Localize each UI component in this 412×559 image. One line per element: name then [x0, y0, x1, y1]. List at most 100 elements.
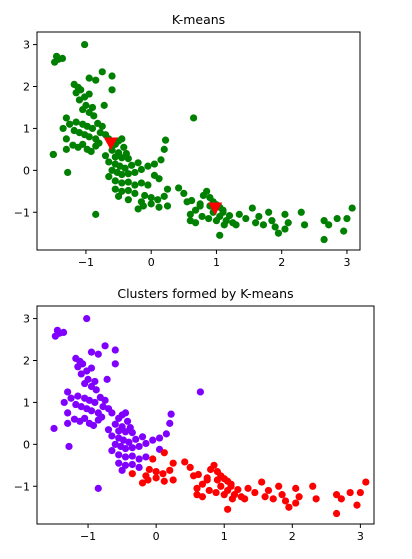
data-point	[64, 168, 72, 177]
x-tick-label: 3	[343, 256, 350, 269]
y-tick-label: −1	[14, 480, 30, 493]
data-point	[135, 442, 143, 451]
data-point	[196, 200, 204, 208]
data-point	[155, 203, 163, 211]
data-point	[64, 419, 72, 427]
data-point	[120, 143, 128, 151]
data-point	[104, 426, 113, 434]
data-point	[174, 184, 183, 192]
data-point	[128, 429, 136, 437]
data-point	[79, 140, 87, 148]
data-point	[91, 377, 99, 386]
data-point	[64, 388, 72, 396]
data-point	[111, 153, 119, 161]
data-point	[85, 74, 93, 82]
data-point	[227, 480, 235, 488]
data-point	[94, 484, 102, 492]
data-point	[91, 398, 99, 407]
data-point	[100, 101, 108, 109]
data-point	[160, 192, 168, 200]
data-point	[70, 415, 79, 423]
y-tick-label: 2	[23, 355, 30, 368]
data-point	[264, 486, 273, 495]
data-point	[193, 491, 201, 499]
data-point	[124, 196, 132, 204]
data-point	[121, 428, 130, 436]
data-point	[198, 493, 207, 501]
data-point	[169, 459, 177, 467]
data-point	[118, 154, 126, 162]
data-point	[81, 414, 89, 422]
data-point	[217, 482, 225, 490]
data-point	[59, 124, 67, 133]
data-point	[67, 394, 75, 402]
chart-title: K-means	[172, 12, 225, 27]
data-point	[121, 444, 130, 453]
data-point	[320, 217, 328, 225]
data-point	[244, 484, 252, 492]
data-point	[194, 470, 202, 479]
data-point	[115, 451, 123, 459]
data-point	[163, 185, 172, 193]
data-point	[193, 484, 201, 492]
data-point	[119, 436, 128, 444]
data-point	[101, 342, 109, 350]
data-point	[212, 488, 220, 497]
data-point	[50, 424, 58, 433]
data-point	[138, 479, 147, 487]
data-point	[224, 505, 232, 513]
data-point	[111, 420, 119, 428]
data-point	[356, 488, 364, 497]
data-point	[49, 150, 57, 159]
data-point	[205, 486, 213, 495]
x-tick-label: −1	[80, 530, 96, 543]
data-point	[225, 212, 234, 220]
data-point	[103, 375, 111, 383]
data-point	[191, 219, 200, 227]
data-point	[62, 145, 70, 153]
chart-title: Clusters formed by K-means	[117, 286, 293, 301]
data-point	[98, 122, 106, 130]
data-point	[230, 491, 239, 499]
data-point	[118, 170, 126, 179]
y-tick-label: 0	[23, 164, 30, 177]
data-point	[85, 396, 94, 404]
chart-1: K-means −1 0 1 2 3 −1 0 1 2 3	[14, 12, 361, 269]
data-point	[137, 179, 146, 187]
data-point	[281, 225, 289, 233]
data-point	[132, 435, 140, 443]
data-point	[121, 409, 130, 417]
data-point	[325, 221, 333, 229]
data-point	[261, 493, 269, 501]
data-point	[87, 348, 96, 356]
data-point	[181, 458, 189, 466]
data-point	[141, 191, 149, 200]
data-point	[131, 189, 139, 198]
data-point	[124, 186, 132, 195]
chart-2: Clusters formed by K-means −1 0 1 2 3 −1 0 1 2 3	[14, 286, 375, 543]
data-point	[198, 480, 207, 488]
data-point	[332, 491, 341, 499]
data-point	[284, 219, 292, 227]
data-point	[362, 478, 370, 486]
data-point	[70, 126, 78, 135]
y-tick-label: 1	[23, 122, 30, 135]
data-point	[203, 187, 211, 195]
data-point	[108, 86, 116, 94]
data-point	[159, 470, 167, 478]
series-1	[50, 314, 204, 492]
data-point	[312, 495, 320, 503]
data-point	[271, 223, 279, 231]
data-point	[348, 204, 356, 212]
data-point	[81, 379, 89, 388]
data-point	[79, 105, 87, 114]
data-point	[150, 160, 159, 168]
data-point	[131, 181, 139, 189]
data-point	[58, 54, 67, 63]
data-point	[131, 168, 139, 177]
data-point	[128, 470, 136, 478]
data-point	[115, 459, 123, 467]
x-tick-label: 2	[278, 256, 285, 269]
data-point	[60, 398, 68, 407]
data-point	[105, 158, 113, 166]
